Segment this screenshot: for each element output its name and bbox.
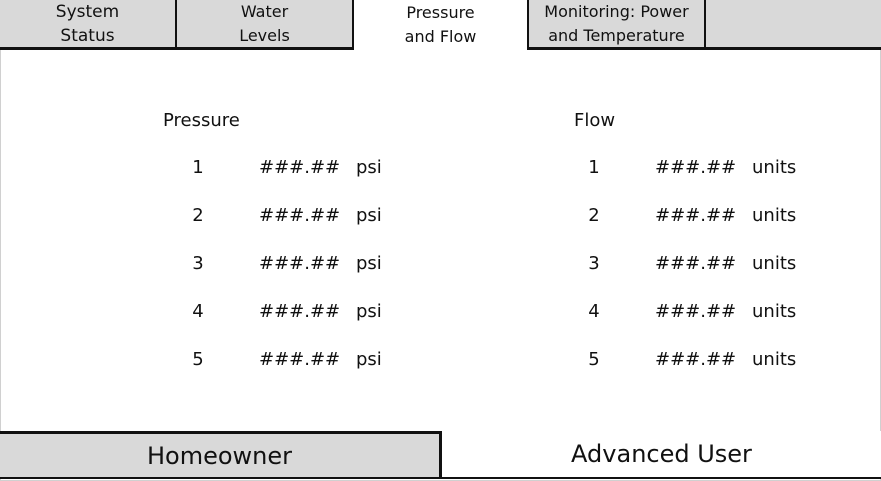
pressure-unit: psi <box>356 253 382 274</box>
flow-index: 4 <box>588 301 600 322</box>
flow-value: ###.## <box>655 157 737 178</box>
pressure-unit: psi <box>356 301 382 322</box>
flow-index: 3 <box>588 253 600 274</box>
flow-row: 5 ###.## units <box>0 349 881 373</box>
flow-row: 3 ###.## units <box>0 253 881 277</box>
flow-row: 2 ###.## units <box>0 205 881 229</box>
pressure-index: 1 <box>192 157 204 178</box>
flow-unit: units <box>752 157 797 178</box>
pressure-value: ###.## <box>259 157 341 178</box>
pressure-unit: psi <box>356 157 382 178</box>
pressure-index: 5 <box>192 349 204 370</box>
pressure-value: ###.## <box>259 349 341 370</box>
pressure-index: 4 <box>192 301 204 322</box>
pressure-index: 3 <box>192 253 204 274</box>
homeowner-button[interactable]: Homeowner <box>0 431 442 479</box>
pressure-row: 1 ###.## psi <box>0 157 440 181</box>
flow-unit: units <box>752 349 797 370</box>
tab-water-levels[interactable]: Water Levels <box>177 0 354 47</box>
tab-empty[interactable] <box>706 0 881 47</box>
flow-value: ###.## <box>655 205 737 226</box>
pressure-index: 2 <box>192 205 204 226</box>
flow-unit: units <box>752 205 797 226</box>
flow-row: 1 ###.## units <box>0 157 881 181</box>
flow-row: 4 ###.## units <box>0 301 881 325</box>
pressure-unit: psi <box>356 205 382 226</box>
advanced-user-button[interactable]: Advanced User <box>442 431 881 479</box>
tab-monitoring-power-temperature[interactable]: Monitoring: Power and Temperature <box>529 0 706 47</box>
flow-unit: units <box>752 253 797 274</box>
pressure-unit: psi <box>356 349 382 370</box>
pressure-row: 2 ###.## psi <box>0 205 440 229</box>
tab-bar: System Status Water Levels Pressure and … <box>0 0 881 50</box>
pressure-row: 5 ###.## psi <box>0 349 440 373</box>
flow-value: ###.## <box>655 301 737 322</box>
flow-unit: units <box>752 301 797 322</box>
pressure-value: ###.## <box>259 205 341 226</box>
flow-index: 5 <box>588 349 600 370</box>
pressure-row: 4 ###.## psi <box>0 301 440 325</box>
pressure-title: Pressure <box>163 110 240 131</box>
flow-value: ###.## <box>655 253 737 274</box>
flow-title: Flow <box>574 110 616 131</box>
tab-pressure-and-flow[interactable]: Pressure and Flow <box>354 0 529 50</box>
flow-index: 2 <box>588 205 600 226</box>
pressure-row: 3 ###.## psi <box>0 253 440 277</box>
flow-index: 1 <box>588 157 600 178</box>
pressure-value: ###.## <box>259 301 341 322</box>
flow-value: ###.## <box>655 349 737 370</box>
tab-system-status[interactable]: System Status <box>0 0 177 47</box>
pressure-value: ###.## <box>259 253 341 274</box>
